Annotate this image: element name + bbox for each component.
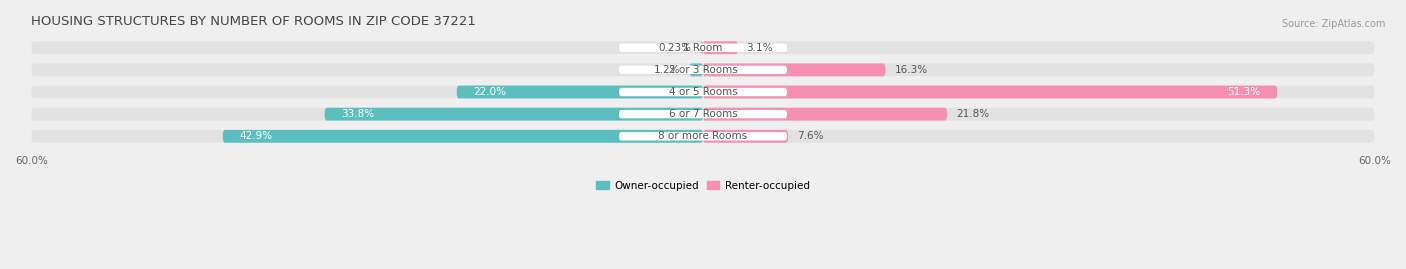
Text: 4 or 5 Rooms: 4 or 5 Rooms <box>669 87 737 97</box>
FancyBboxPatch shape <box>703 108 948 121</box>
Text: 2 or 3 Rooms: 2 or 3 Rooms <box>669 65 737 75</box>
Text: 3.1%: 3.1% <box>747 43 773 53</box>
Text: 8 or more Rooms: 8 or more Rooms <box>658 131 748 141</box>
Text: 16.3%: 16.3% <box>894 65 928 75</box>
FancyBboxPatch shape <box>31 108 1375 121</box>
Legend: Owner-occupied, Renter-occupied: Owner-occupied, Renter-occupied <box>592 176 814 195</box>
Text: 22.0%: 22.0% <box>474 87 506 97</box>
FancyBboxPatch shape <box>703 63 886 76</box>
FancyBboxPatch shape <box>31 86 1375 98</box>
Text: Source: ZipAtlas.com: Source: ZipAtlas.com <box>1281 19 1385 29</box>
Text: 42.9%: 42.9% <box>239 131 273 141</box>
Text: 6 or 7 Rooms: 6 or 7 Rooms <box>669 109 737 119</box>
Text: 51.3%: 51.3% <box>1227 87 1260 97</box>
FancyBboxPatch shape <box>619 88 787 96</box>
FancyBboxPatch shape <box>703 86 1277 98</box>
FancyBboxPatch shape <box>619 132 787 140</box>
FancyBboxPatch shape <box>31 41 1375 54</box>
FancyBboxPatch shape <box>703 41 738 54</box>
FancyBboxPatch shape <box>31 130 1375 143</box>
FancyBboxPatch shape <box>619 110 787 118</box>
FancyBboxPatch shape <box>619 44 787 52</box>
Text: 21.8%: 21.8% <box>956 109 988 119</box>
FancyBboxPatch shape <box>457 86 703 98</box>
FancyBboxPatch shape <box>703 130 789 143</box>
Text: 0.23%: 0.23% <box>658 43 692 53</box>
Text: 1 Room: 1 Room <box>683 43 723 53</box>
FancyBboxPatch shape <box>689 63 703 76</box>
Text: 1.2%: 1.2% <box>654 65 681 75</box>
FancyBboxPatch shape <box>700 41 703 54</box>
FancyBboxPatch shape <box>619 66 787 74</box>
Text: 7.6%: 7.6% <box>797 131 824 141</box>
FancyBboxPatch shape <box>325 108 703 121</box>
FancyBboxPatch shape <box>222 130 703 143</box>
FancyBboxPatch shape <box>31 63 1375 76</box>
Text: HOUSING STRUCTURES BY NUMBER OF ROOMS IN ZIP CODE 37221: HOUSING STRUCTURES BY NUMBER OF ROOMS IN… <box>31 15 477 28</box>
Text: 33.8%: 33.8% <box>342 109 374 119</box>
